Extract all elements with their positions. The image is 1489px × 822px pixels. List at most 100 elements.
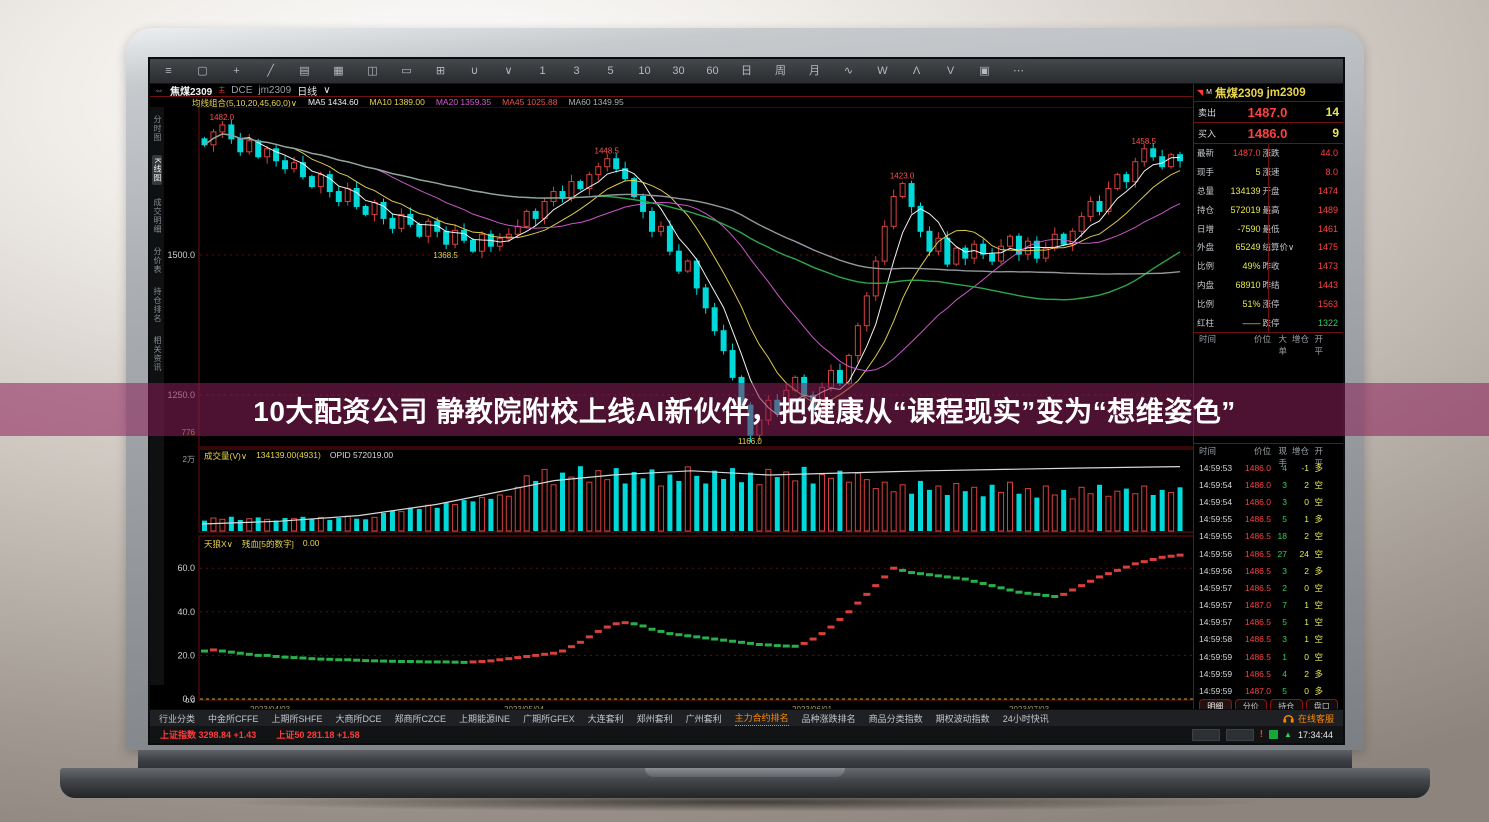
tape-row[interactable]: 14:59:54 1486.0 3 0 空 xyxy=(1194,493,1343,510)
tape-chg: 2 xyxy=(1304,565,1309,576)
tape-row[interactable]: 14:59:57 1487.0 7 1 空 xyxy=(1194,597,1343,614)
tape-list[interactable]: 14:59:53 1486.0 4 -1 多 14:59:54 1486.0 3 2 空 14:59… xyxy=(1194,459,1343,699)
tape-price: 1486.5 xyxy=(1245,617,1271,628)
taskbar-tab-13[interactable]: 商品分类指数 xyxy=(868,713,923,724)
ma-settings-label[interactable]: 均线组合(5,10,20,45,60,0)∨ xyxy=(192,98,297,108)
tape-time: 14:59:55 xyxy=(1199,531,1233,542)
tape-row[interactable]: 14:59:54 1486.0 3 2 空 xyxy=(1194,476,1343,493)
status-button[interactable] xyxy=(1191,728,1220,741)
tape-row[interactable]: 14:59:59 1487.0 5 0 多 xyxy=(1194,682,1343,699)
tool-grid-icon[interactable]: ▦ xyxy=(333,64,344,77)
tool-add-icon[interactable]: ⊞ xyxy=(435,64,446,77)
sidebar-tab-3[interactable]: 成交明细 xyxy=(153,198,162,235)
tape-price: 1487.0 xyxy=(1245,686,1271,697)
ask-row[interactable]: 卖出 1487.0 14 xyxy=(1194,102,1343,123)
wave-tool-icon[interactable]: ∿ xyxy=(843,64,854,77)
period-selector[interactable]: 日线 xyxy=(297,86,318,98)
tape-price: 1486.5 xyxy=(1245,548,1271,559)
period-day-icon[interactable]: 日 xyxy=(741,64,752,77)
tool-arc-icon[interactable]: ∪ xyxy=(470,64,479,77)
price-chart[interactable]: 1500.01250.07762万60.040.020.00.02023/04/… xyxy=(164,107,1197,714)
headline-text: 10大配资公司 静教院附校上线AI新伙伴，把健康从“课程现实”变为“想维姿色” xyxy=(253,395,1236,427)
taskbar-tab-5[interactable]: 郑商所CZCE xyxy=(394,713,447,724)
taskbar-tab-7[interactable]: 广期所GFEX xyxy=(523,713,575,724)
menu-icon[interactable]: ≡ xyxy=(165,64,172,77)
sidebar-tab-1[interactable]: 分时图 xyxy=(153,115,162,142)
ticker-bar: 上证指数 3298.84 +1.43 上证50 281.18 +1.58 ! ▲ … xyxy=(150,726,1343,743)
tape-row[interactable]: 14:59:58 1486.5 3 1 空 xyxy=(1194,631,1343,648)
period-10-icon[interactable]: 10 xyxy=(638,64,651,77)
taskbar-tab-12[interactable]: 品种涨跌排名 xyxy=(801,713,856,724)
symbol-name[interactable]: 焦煤2309 xyxy=(170,86,213,98)
tape-time: 14:59:57 xyxy=(1199,600,1233,611)
tool-segments-icon[interactable]: ▤ xyxy=(299,64,310,77)
quote-value: 1489 xyxy=(1317,204,1338,215)
symbol-nav-icon[interactable]: ⇔ xyxy=(154,84,164,96)
tape-row[interactable]: 14:59:53 1486.0 4 -1 多 xyxy=(1194,459,1343,476)
tool-rect-icon[interactable]: ▭ xyxy=(401,64,412,77)
tool-crosshair-icon[interactable]: + xyxy=(233,64,240,77)
period-3-icon[interactable]: 3 xyxy=(573,64,580,77)
quote-value: 44.0 xyxy=(1320,148,1338,159)
taskbar-tab-6[interactable]: 上期能源INE xyxy=(459,713,511,724)
taskbar-tab-11[interactable]: 主力合约排名 xyxy=(734,711,789,726)
connection-icon xyxy=(1269,730,1279,739)
taskbar-tab-8[interactable]: 大连套利 xyxy=(587,713,624,724)
period-60-icon[interactable]: 60 xyxy=(706,64,719,77)
online-service[interactable]: 在线客服 xyxy=(1282,712,1334,725)
tape-price: 1487.0 xyxy=(1245,600,1271,611)
tool-trendline-icon[interactable]: ╱ xyxy=(267,64,274,77)
taskbar-tab-4[interactable]: 大商所DCE xyxy=(335,713,382,724)
tape-row[interactable]: 14:59:59 1486.5 4 2 多 xyxy=(1194,665,1343,682)
tape-dir: 多 xyxy=(1314,565,1323,576)
tape-col-header: 开平 xyxy=(1314,446,1323,468)
sidebar-tab-6[interactable]: 相关资讯 xyxy=(153,336,162,373)
sidebar-tab-5[interactable]: 持仓排名 xyxy=(153,287,162,324)
sidebar-tab-2[interactable]: K线图 xyxy=(152,155,162,186)
tape-row[interactable]: 14:59:59 1486.5 1 0 空 xyxy=(1194,648,1343,665)
status-button[interactable] xyxy=(1225,728,1254,741)
taskbar-tab-9[interactable]: 郑州套利 xyxy=(636,713,673,724)
tool-dropdown-icon[interactable]: ∨ xyxy=(504,64,513,77)
peak-tool-icon[interactable]: Λ xyxy=(912,64,921,77)
tape-chg: -1 xyxy=(1301,462,1309,473)
zigzag-tool-icon[interactable]: W xyxy=(877,64,888,77)
tape-row[interactable]: 14:59:57 1486.5 5 1 空 xyxy=(1194,614,1343,631)
alert-icon[interactable]: ! xyxy=(1259,729,1264,740)
quote-value: 1443 xyxy=(1317,279,1338,290)
sidebar-tab-4[interactable]: 分价表 xyxy=(153,247,162,275)
period-30-icon[interactable]: 30 xyxy=(672,64,685,77)
index-ticker-2: 上证50 281.18 +1.58 xyxy=(276,730,360,740)
quote-value: 51% xyxy=(1242,298,1261,309)
tape-row[interactable]: 14:59:56 1486.5 3 2 多 xyxy=(1194,562,1343,579)
period-1-icon[interactable]: 1 xyxy=(539,64,546,77)
tape-chg: 1 xyxy=(1304,600,1309,611)
tool-split-window-icon[interactable]: ◫ xyxy=(367,64,378,77)
taskbar-tab-14[interactable]: 期权波动指数 xyxy=(935,713,990,724)
tape-row[interactable]: 14:59:56 1486.5 27 24 空 xyxy=(1194,545,1343,562)
period-month-icon[interactable]: 月 xyxy=(809,64,820,77)
ask-label: 卖出 xyxy=(1198,107,1217,118)
period-5-icon[interactable]: 5 xyxy=(607,64,614,77)
taskbar-tab-15[interactable]: 24小时快讯 xyxy=(1002,713,1049,724)
tape-price: 1486.5 xyxy=(1245,651,1271,662)
svg-text:40.0: 40.0 xyxy=(177,607,195,617)
quote-value: 1487.0 xyxy=(1232,148,1261,159)
tape-row[interactable]: 14:59:55 1486.5 5 1 多 xyxy=(1194,511,1343,528)
taskbar-tab-3[interactable]: 上期所SHFE xyxy=(271,713,323,724)
valley-tool-icon[interactable]: V xyxy=(946,64,955,77)
layout-icon[interactable]: ▣ xyxy=(979,64,990,77)
taskbar-tab-10[interactable]: 广州套利 xyxy=(685,713,722,724)
period-week-icon[interactable]: 周 xyxy=(775,64,786,77)
tool-select-icon[interactable]: ▢ xyxy=(197,64,208,77)
tape-row[interactable]: 14:59:57 1486.5 2 0 空 xyxy=(1194,579,1343,596)
tape-time: 14:59:56 xyxy=(1199,565,1233,576)
taskbar-tab-1[interactable]: 行业分类 xyxy=(159,713,196,724)
bid-row[interactable]: 买入 1486.0 9 xyxy=(1194,123,1343,144)
quote-label: 现手 xyxy=(1197,167,1215,178)
tape-row[interactable]: 14:59:55 1486.5 18 2 空 xyxy=(1194,528,1343,545)
period-caret-icon[interactable]: ∨ xyxy=(323,84,331,96)
more-icon[interactable]: ⋯ xyxy=(1013,64,1024,77)
taskbar-tab-2[interactable]: 中金所CFFE xyxy=(208,713,259,724)
